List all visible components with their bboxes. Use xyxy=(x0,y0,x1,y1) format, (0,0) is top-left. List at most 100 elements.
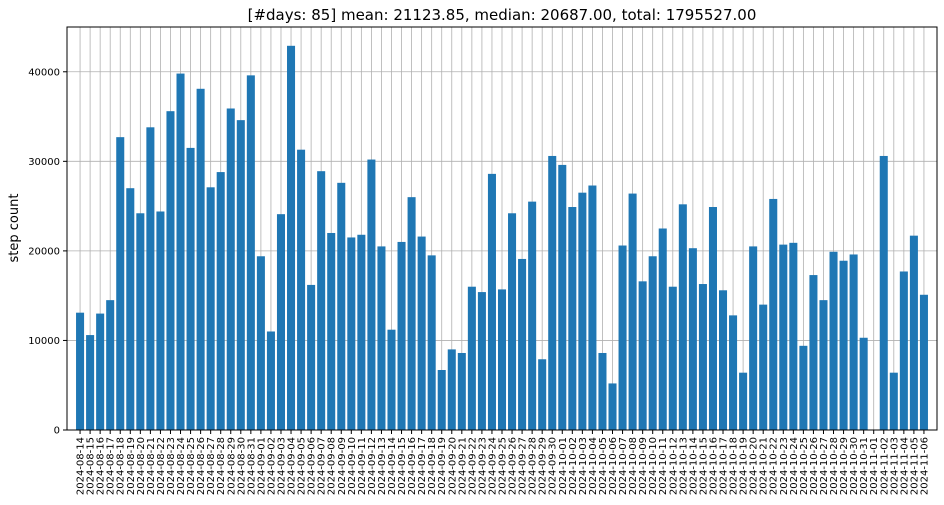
bar xyxy=(638,281,647,430)
x-tick-label: 2024-09-18 xyxy=(427,437,438,495)
x-tick-label: 2024-09-21 xyxy=(457,437,468,495)
bar xyxy=(508,213,517,430)
bar xyxy=(658,228,667,430)
y-axis-label: step count xyxy=(7,194,22,263)
bar xyxy=(608,383,617,430)
bar xyxy=(749,246,758,430)
x-tick-label: 2024-08-18 xyxy=(116,437,127,495)
bar xyxy=(106,300,115,430)
bar xyxy=(789,242,798,430)
bar xyxy=(829,251,838,430)
bar xyxy=(427,255,436,430)
x-tick-label: 2024-09-07 xyxy=(317,437,328,495)
x-tick-label: 2024-09-30 xyxy=(548,437,559,495)
x-tick-label: 2024-10-28 xyxy=(829,437,840,495)
x-tick-label: 2024-09-22 xyxy=(467,437,478,495)
x-tick-label: 2024-10-08 xyxy=(628,437,639,495)
x-tick-label: 2024-08-23 xyxy=(166,437,177,495)
bar xyxy=(186,147,195,430)
bar xyxy=(417,236,426,430)
bars-layer xyxy=(76,45,928,431)
x-tick-label: 2024-10-27 xyxy=(819,437,830,495)
x-tick-label: 2024-08-14 xyxy=(76,437,87,495)
bar xyxy=(919,294,928,430)
bar xyxy=(287,45,296,430)
y-ticks-layer: 0 10000 20000 30000 40000 xyxy=(28,67,67,437)
x-tick-label: 2024-09-20 xyxy=(447,437,458,495)
bar xyxy=(166,111,175,430)
bar xyxy=(839,260,848,430)
x-tick-label: 2024-09-03 xyxy=(276,437,287,495)
bar xyxy=(347,237,356,430)
y-tick-label: 30000 xyxy=(28,157,60,168)
x-tick-label: 2024-10-15 xyxy=(698,437,709,495)
x-tick-label: 2024-10-31 xyxy=(859,437,870,495)
bar xyxy=(487,173,496,431)
bar xyxy=(297,149,306,431)
x-tick-label: 2024-10-11 xyxy=(658,437,669,495)
bar xyxy=(598,352,607,430)
x-tick-label: 2024-10-13 xyxy=(678,437,689,495)
x-tick-label: 2024-09-05 xyxy=(297,437,308,495)
bar xyxy=(779,244,788,430)
bar xyxy=(206,187,215,430)
y-tick-label: 20000 xyxy=(28,246,60,257)
bar xyxy=(266,331,275,430)
x-tick-label: 2024-09-27 xyxy=(518,437,529,495)
x-tick-label: 2024-09-26 xyxy=(508,437,519,495)
x-tick-label: 2024-10-26 xyxy=(809,437,820,495)
x-tick-label: 2024-08-20 xyxy=(136,437,147,495)
x-tick-label: 2024-08-16 xyxy=(96,437,107,495)
x-tick-label: 2024-08-31 xyxy=(246,437,257,495)
x-tick-label: 2024-08-29 xyxy=(226,437,237,495)
x-tick-label: 2024-08-21 xyxy=(146,437,157,495)
x-tick-label: 2024-11-05 xyxy=(909,437,920,495)
bar xyxy=(518,258,527,430)
x-tick-label: 2024-10-19 xyxy=(739,437,750,495)
x-tick-label: 2024-10-29 xyxy=(839,437,850,495)
x-tick-label: 2024-11-06 xyxy=(919,437,930,495)
x-tick-label: 2024-10-24 xyxy=(789,437,800,495)
x-tick-label: 2024-10-02 xyxy=(568,437,579,495)
bar xyxy=(407,197,416,430)
x-tick-label: 2024-10-14 xyxy=(688,437,699,495)
bar xyxy=(176,73,185,431)
bar xyxy=(467,286,476,430)
bar xyxy=(809,275,818,430)
y-tick-label: 0 xyxy=(54,426,60,437)
x-tick-label: 2024-09-23 xyxy=(477,437,488,495)
bar xyxy=(628,193,637,430)
x-tick-label: 2024-10-03 xyxy=(578,437,589,495)
x-tick-label: 2024-09-24 xyxy=(487,437,498,495)
x-tick-label: 2024-10-21 xyxy=(759,437,770,495)
bar xyxy=(849,254,858,430)
x-tick-label: 2024-08-30 xyxy=(236,437,247,495)
x-tick-label: 2024-09-13 xyxy=(377,437,388,495)
bar xyxy=(889,372,898,430)
x-tick-label: 2024-10-16 xyxy=(708,437,719,495)
x-tick-label: 2024-10-23 xyxy=(779,437,790,495)
x-tick-label: 2024-09-12 xyxy=(367,437,378,495)
bar xyxy=(317,171,326,430)
bar xyxy=(578,192,587,430)
x-tick-label: 2024-08-28 xyxy=(216,437,227,495)
bar xyxy=(447,349,456,430)
bar xyxy=(126,188,135,430)
x-tick-label: 2024-10-10 xyxy=(648,437,659,495)
bar xyxy=(497,289,507,430)
x-tick-label: 2024-09-01 xyxy=(256,437,267,495)
bar xyxy=(548,155,557,430)
bar xyxy=(256,256,265,430)
bar xyxy=(708,207,717,430)
bar xyxy=(377,246,386,430)
bar xyxy=(648,256,657,430)
x-tick-label: 2024-11-03 xyxy=(889,437,900,495)
chart-title: [#days: 85] mean: 21123.85, median: 2068… xyxy=(248,6,757,24)
bar xyxy=(769,198,778,430)
x-tick-label: 2024-09-15 xyxy=(397,437,408,495)
bar xyxy=(236,120,245,430)
x-tick-label: 2024-09-19 xyxy=(437,437,448,495)
x-tick-label: 2024-10-30 xyxy=(849,437,860,495)
